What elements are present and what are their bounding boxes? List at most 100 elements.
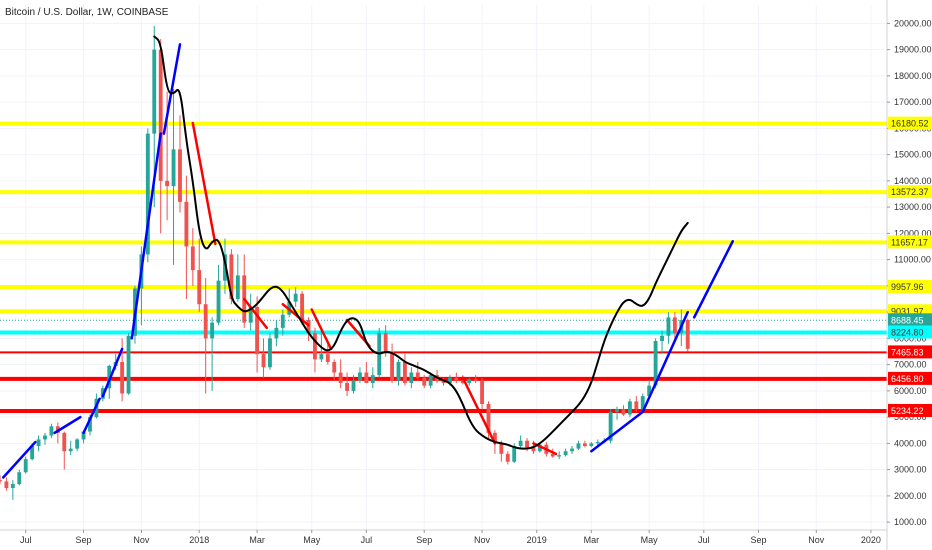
candle-body-55[interactable] (351, 380, 356, 391)
red-trendline-3[interactable] (310, 308, 333, 351)
candle-body-32[interactable] (203, 304, 208, 339)
candle-body-84[interactable] (537, 444, 542, 452)
candle-body-98[interactable] (627, 401, 632, 415)
candle-body-27[interactable] (171, 149, 176, 187)
candle-body-2[interactable] (10, 484, 15, 488)
candle-body-58[interactable] (370, 375, 375, 383)
candle-body-43[interactable] (274, 327, 279, 339)
candle-body-33[interactable] (210, 322, 215, 339)
candle-body-89[interactable] (570, 448, 574, 452)
candle-body-96[interactable] (615, 409, 619, 412)
candle-body-70[interactable] (447, 377, 452, 383)
candle-body-37[interactable] (235, 275, 240, 299)
candle-body-87[interactable] (557, 455, 562, 457)
candle-body-54[interactable] (345, 383, 350, 391)
candle-body-49[interactable] (313, 333, 317, 360)
blue-trendline-2[interactable] (82, 397, 101, 435)
candle-body-73[interactable] (467, 379, 472, 383)
candle-body-36[interactable] (229, 254, 234, 299)
candle-body-80[interactable] (512, 446, 517, 462)
candle-body-51[interactable] (325, 354, 330, 362)
candle-body-83[interactable] (531, 447, 536, 452)
candle-body-100[interactable] (640, 396, 645, 410)
candle-body-10[interactable] (62, 432, 67, 452)
candle-body-35[interactable] (223, 254, 227, 281)
blue-trendline-3[interactable] (101, 347, 124, 398)
blue-trendline-1[interactable] (53, 415, 82, 435)
candle-body-77[interactable] (492, 432, 497, 444)
drawn-curve[interactable] (153, 35, 689, 450)
blue-trendline-4[interactable] (130, 132, 162, 340)
blue-trendline-5[interactable] (162, 43, 182, 135)
candle-body-69[interactable] (441, 380, 446, 383)
candle-body-97[interactable] (621, 409, 626, 415)
candle-body-105[interactable] (672, 317, 677, 334)
candles[interactable] (0, 26, 690, 500)
candle-body-42[interactable] (268, 338, 272, 368)
candle-body-4[interactable] (23, 459, 28, 473)
candle-body-90[interactable] (576, 443, 581, 449)
candle-body-71[interactable] (454, 377, 459, 381)
candle-body-34[interactable] (216, 280, 221, 323)
candle-body-88[interactable] (563, 451, 568, 456)
candle-body-6[interactable] (36, 439, 41, 446)
candle-body-30[interactable] (190, 246, 195, 271)
blue-trendline-7[interactable] (641, 310, 689, 414)
candle-body-74[interactable] (473, 379, 478, 381)
candle-body-25[interactable] (158, 49, 163, 181)
candle-body-44[interactable] (280, 314, 285, 328)
candle-body-91[interactable] (582, 443, 587, 446)
black-curve[interactable] (153, 35, 689, 450)
candle-body-23[interactable] (145, 133, 150, 255)
red-trendline-2[interactable] (281, 303, 310, 327)
candle-body-19[interactable] (120, 362, 125, 394)
candle-body-53[interactable] (338, 372, 343, 384)
blue-trendline-6[interactable] (590, 410, 645, 453)
candle-body-102[interactable] (653, 341, 658, 386)
candle-body-28[interactable] (178, 149, 182, 202)
candle-body-99[interactable] (634, 401, 639, 410)
candle-body-76[interactable] (486, 404, 491, 433)
candle-body-47[interactable] (300, 293, 305, 320)
time-axis[interactable]: Jul Sep Nov 2018 Mar May Jul Sep Nov 2019 Mar May Ju… (20, 530, 881, 545)
candle-body-24[interactable] (152, 49, 157, 134)
candle-body-61[interactable] (390, 351, 395, 381)
candle-body-104[interactable] (666, 317, 671, 336)
candle-body-56[interactable] (358, 372, 362, 381)
candle-body-14[interactable] (88, 417, 92, 432)
candle-body-66[interactable] (422, 377, 427, 386)
candle-body-79[interactable] (505, 453, 510, 462)
candle-body-5[interactable] (30, 446, 35, 460)
candle-body-41[interactable] (261, 354, 266, 368)
blue-trendline-8[interactable] (692, 240, 734, 319)
candle-body-11[interactable] (68, 448, 73, 452)
candle-body-64[interactable] (409, 372, 414, 384)
candle-body-12[interactable] (75, 439, 80, 449)
candle-body-52[interactable] (332, 362, 337, 373)
candle-body-93[interactable] (595, 442, 600, 444)
candle-body-0[interactable] (0, 480, 2, 482)
candle-body-29[interactable] (184, 201, 189, 247)
candle-body-40[interactable] (255, 306, 260, 355)
candle-body-62[interactable] (396, 362, 401, 381)
candle-body-50[interactable] (319, 354, 324, 360)
candle-body-7[interactable] (43, 435, 47, 440)
candle-body-20[interactable] (126, 335, 131, 394)
candle-body-95[interactable] (608, 411, 613, 441)
candle-body-46[interactable] (293, 293, 298, 302)
candle-body-60[interactable] (383, 333, 388, 352)
red-trendline-5[interactable] (461, 376, 497, 445)
candle-body-75[interactable] (480, 380, 484, 404)
red-trendline-0[interactable] (191, 121, 217, 246)
blue-trendline-0[interactable] (1, 440, 37, 479)
candle-body-13[interactable] (81, 431, 86, 440)
candle-body-26[interactable] (165, 180, 170, 187)
candle-body-67[interactable] (428, 375, 433, 386)
candle-body-103[interactable] (660, 335, 664, 341)
candle-body-92[interactable] (589, 443, 594, 446)
candle-body-31[interactable] (197, 270, 202, 305)
candle-body-65[interactable] (415, 372, 420, 378)
candle-body-8[interactable] (49, 426, 54, 436)
candle-body-86[interactable] (550, 453, 555, 457)
candle-body-1[interactable] (4, 481, 9, 488)
